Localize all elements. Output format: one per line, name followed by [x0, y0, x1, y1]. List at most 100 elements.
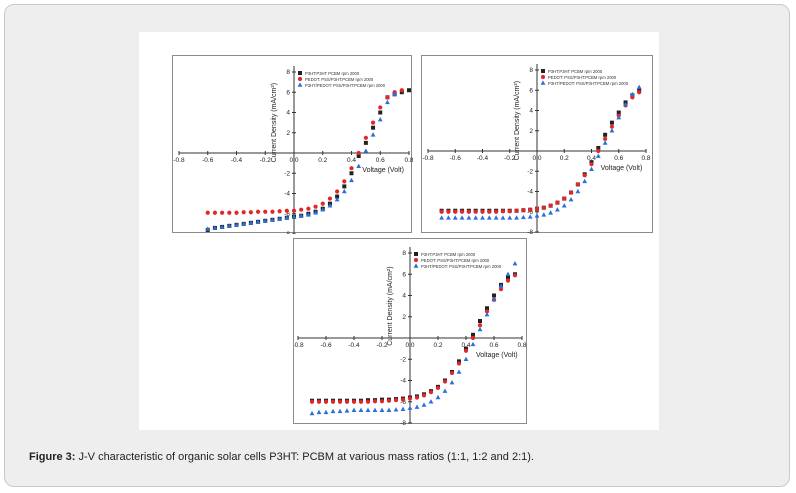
data-point: [568, 197, 574, 202]
data-point: [421, 402, 427, 407]
data-point: [603, 136, 608, 141]
data-point: [527, 214, 533, 219]
data-point: [363, 135, 368, 140]
x-tick-label: -0.6: [320, 342, 332, 349]
x-tick-label: -0.4: [231, 157, 243, 164]
data-point: [541, 205, 546, 210]
data-point: [493, 215, 499, 220]
data-point: [414, 395, 420, 400]
data-point: [270, 209, 275, 214]
data-point: [446, 215, 451, 220]
data-point: [393, 407, 399, 412]
data-point: [205, 210, 210, 215]
y-tick-label: 2: [286, 130, 290, 137]
data-point: [421, 393, 427, 398]
jv-chart-svg: -0.8 -0.6 -0.4 -0.2 0.0 0.2 0.4 0.6 0.8 8 6 4 2 -2 -4 -…: [294, 247, 527, 425]
data-point: [270, 217, 275, 222]
legend-marker: [540, 80, 546, 85]
data-point: [385, 95, 390, 100]
y-tick-label: -2: [527, 168, 533, 175]
data-point: [541, 212, 547, 217]
y-tick-label: -6: [527, 209, 533, 216]
data-point: [477, 326, 483, 332]
x-tick-label: -0.6: [202, 157, 214, 164]
data-point: [561, 203, 567, 208]
data-point: [548, 203, 553, 208]
y-axis-label: Current Density (mA/cm²): [387, 266, 394, 345]
data-point: [428, 399, 434, 404]
legend-label: PEDOT: PSS/P3HT:PCBM rpm 2000: [421, 258, 490, 263]
x-tick-label: -0.2: [260, 157, 272, 164]
y-axis-label: Current Density (mA/cm²): [514, 81, 521, 160]
chart-panel-bottom: -0.8 -0.6 -0.4 -0.2 0.0 0.2 0.4 0.6 0.8 8 6 4 2 -2 -4 -…: [293, 238, 527, 425]
data-point: [555, 207, 560, 212]
data-point: [596, 145, 601, 150]
y-tick-label: -2: [400, 356, 406, 363]
data-point: [609, 124, 615, 129]
y-tick-label: 2: [529, 128, 533, 135]
data-point: [407, 88, 411, 93]
data-point: [464, 346, 468, 351]
data-point: [449, 380, 455, 385]
data-point: [291, 214, 297, 219]
data-point: [363, 148, 369, 153]
data-point: [305, 212, 311, 217]
data-point: [334, 196, 340, 202]
data-point: [534, 206, 540, 211]
figure-image: -0.8 -0.6 -0.4 -0.2 0.0 0.2 0.4 0.6 0.8 8 6 4 2 -2 -4 -…: [139, 32, 659, 430]
x-tick-label: -0.8: [294, 342, 304, 349]
data-point: [568, 190, 574, 195]
data-point: [341, 188, 347, 194]
data-point: [602, 140, 608, 145]
y-tick-label: -4: [400, 378, 406, 385]
data-point: [313, 204, 318, 209]
data-point: [323, 399, 329, 404]
data-point: [514, 215, 519, 220]
data-point: [277, 209, 282, 214]
data-point: [277, 216, 283, 221]
data-point: [446, 209, 451, 214]
data-point: [299, 207, 304, 212]
data-point: [456, 361, 462, 366]
data-point: [330, 408, 336, 414]
data-point: [494, 209, 499, 214]
data-point: [370, 120, 376, 125]
data-point: [363, 140, 368, 145]
x-tick-label: 0.0: [532, 155, 541, 162]
data-point: [351, 407, 357, 413]
data-point: [487, 209, 492, 214]
data-point: [449, 370, 455, 376]
data-point: [337, 408, 343, 414]
data-point: [485, 306, 489, 311]
data-point: [463, 356, 469, 362]
data-point: [439, 209, 444, 214]
data-point: [506, 275, 510, 280]
data-point: [370, 132, 376, 137]
data-point: [500, 209, 506, 214]
y-tick-label: -8: [284, 231, 290, 234]
data-point: [616, 114, 622, 120]
data-point: [407, 396, 413, 401]
data-point: [473, 215, 479, 220]
chart-panel-top-left: -0.8 -0.6 -0.4 -0.2 0.0 0.2 0.4 0.6 0.8 8 6 4 2 -2 -4 -…: [172, 55, 413, 234]
caption-text: J-V characteristic of organic solar cell…: [75, 451, 534, 463]
data-point: [379, 399, 385, 404]
data-point: [337, 399, 343, 404]
legend-marker: [297, 76, 303, 82]
data-point: [344, 399, 350, 404]
data-point: [358, 399, 364, 404]
data-point: [457, 359, 461, 364]
data-point: [248, 210, 253, 215]
data-point: [507, 209, 512, 214]
y-tick-label: 6: [286, 89, 290, 96]
data-point: [263, 209, 268, 214]
x-tick-label: -0.2: [376, 342, 388, 349]
x-tick-label: 0.2: [560, 155, 569, 162]
y-tick-label: -8: [400, 420, 406, 425]
x-tick-label: 0.6: [489, 342, 498, 349]
data-point: [241, 210, 246, 215]
data-point: [378, 110, 383, 115]
data-point: [534, 213, 540, 218]
data-point: [470, 341, 476, 347]
legend-marker: [414, 252, 418, 256]
